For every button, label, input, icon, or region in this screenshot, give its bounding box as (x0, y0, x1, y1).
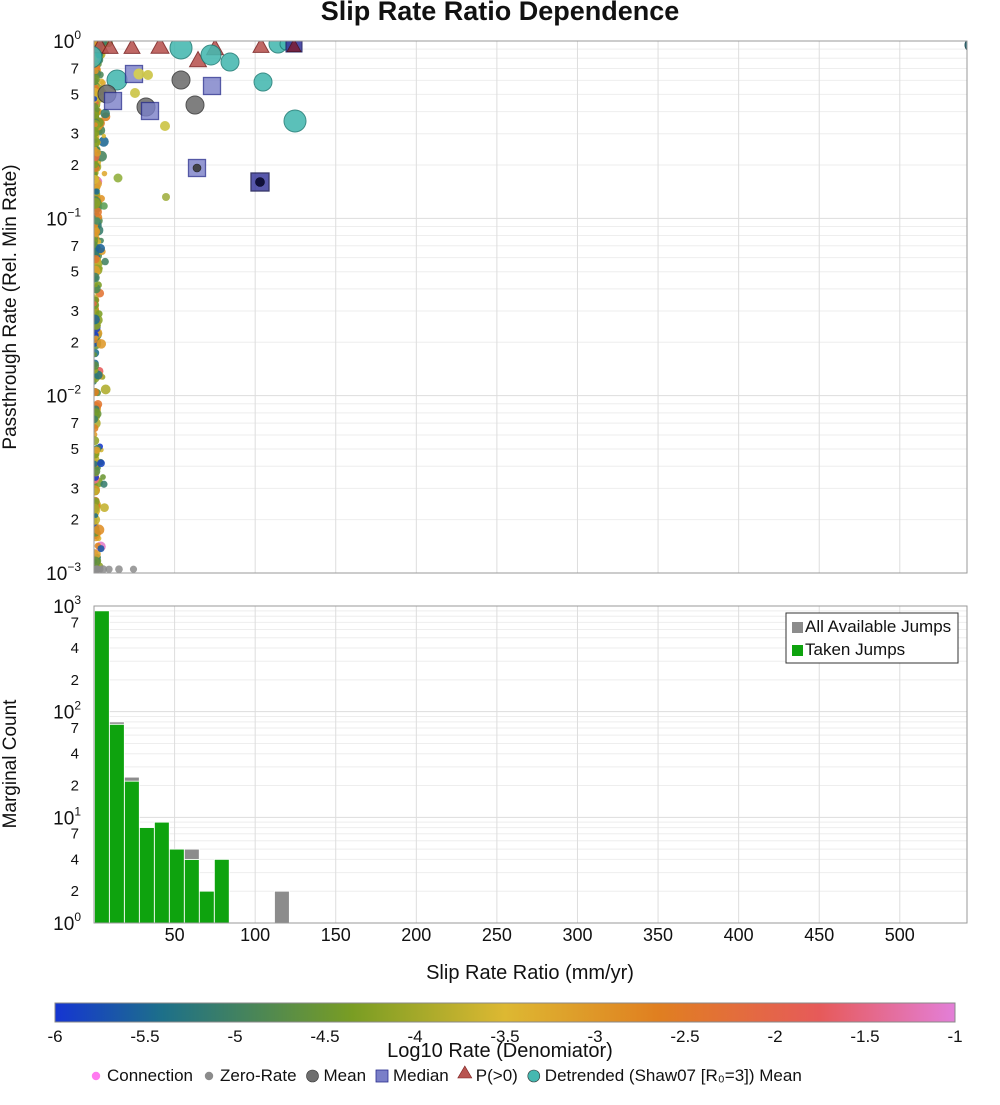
svg-text:-5.5: -5.5 (130, 1027, 159, 1046)
svg-text:7: 7 (71, 238, 79, 255)
svg-text:Log10 Rate (Denomiator): Log10 Rate (Denomiator) (387, 1040, 613, 1062)
svg-text:Marginal Count: Marginal Count (0, 699, 21, 829)
svg-text:5: 5 (71, 264, 79, 281)
svg-text:-1.5: -1.5 (850, 1027, 879, 1046)
svg-text:4: 4 (71, 746, 79, 763)
svg-text:50: 50 (165, 925, 185, 945)
svg-text:3: 3 (71, 126, 79, 143)
svg-text:500: 500 (885, 925, 915, 945)
svg-text:2: 2 (71, 512, 79, 529)
svg-text:-6: -6 (47, 1027, 62, 1046)
svg-text:300: 300 (562, 925, 592, 945)
svg-text:2: 2 (71, 883, 79, 900)
svg-text:Taken Jumps: Taken Jumps (805, 640, 905, 659)
svg-text:Mean: Mean (324, 1066, 367, 1085)
svg-text:Median: Median (393, 1066, 449, 1085)
svg-text:2: 2 (71, 157, 79, 174)
svg-text:-2.5: -2.5 (670, 1027, 699, 1046)
svg-text:P(>0): P(>0) (476, 1066, 518, 1085)
svg-text:Slip Rate Ratio Dependence: Slip Rate Ratio Dependence (321, 0, 680, 26)
svg-text:4: 4 (71, 851, 79, 868)
svg-text:150: 150 (321, 925, 351, 945)
svg-text:Zero-Rate: Zero-Rate (220, 1066, 297, 1085)
svg-text:250: 250 (482, 925, 512, 945)
svg-text:350: 350 (643, 925, 673, 945)
svg-text:-4.5: -4.5 (310, 1027, 339, 1046)
svg-text:3: 3 (71, 480, 79, 497)
svg-text:200: 200 (401, 925, 431, 945)
svg-text:7: 7 (71, 415, 79, 432)
svg-text:5: 5 (71, 441, 79, 458)
svg-text:400: 400 (724, 925, 754, 945)
svg-text:5: 5 (71, 86, 79, 103)
svg-text:2: 2 (71, 334, 79, 351)
svg-text:2: 2 (71, 672, 79, 689)
svg-text:2: 2 (71, 778, 79, 795)
svg-text:100: 100 (240, 925, 270, 945)
svg-text:Slip Rate Ratio (mm/yr): Slip Rate Ratio (mm/yr) (426, 962, 634, 984)
svg-text:3: 3 (71, 303, 79, 320)
svg-text:Connection: Connection (107, 1066, 193, 1085)
svg-text:All Available Jumps: All Available Jumps (805, 617, 951, 636)
svg-text:-5: -5 (227, 1027, 242, 1046)
svg-text:-2: -2 (767, 1027, 782, 1046)
svg-text:450: 450 (804, 925, 834, 945)
svg-text:Passthrough Rate (Rel. Min Rat: Passthrough Rate (Rel. Min Rate) (0, 164, 21, 449)
svg-text:4: 4 (71, 640, 79, 657)
svg-text:-1: -1 (947, 1027, 962, 1046)
svg-text:Detrended (Shaw07 [R₀=3]) Mean: Detrended (Shaw07 [R₀=3]) Mean (545, 1066, 802, 1085)
svg-text:7: 7 (71, 60, 79, 77)
